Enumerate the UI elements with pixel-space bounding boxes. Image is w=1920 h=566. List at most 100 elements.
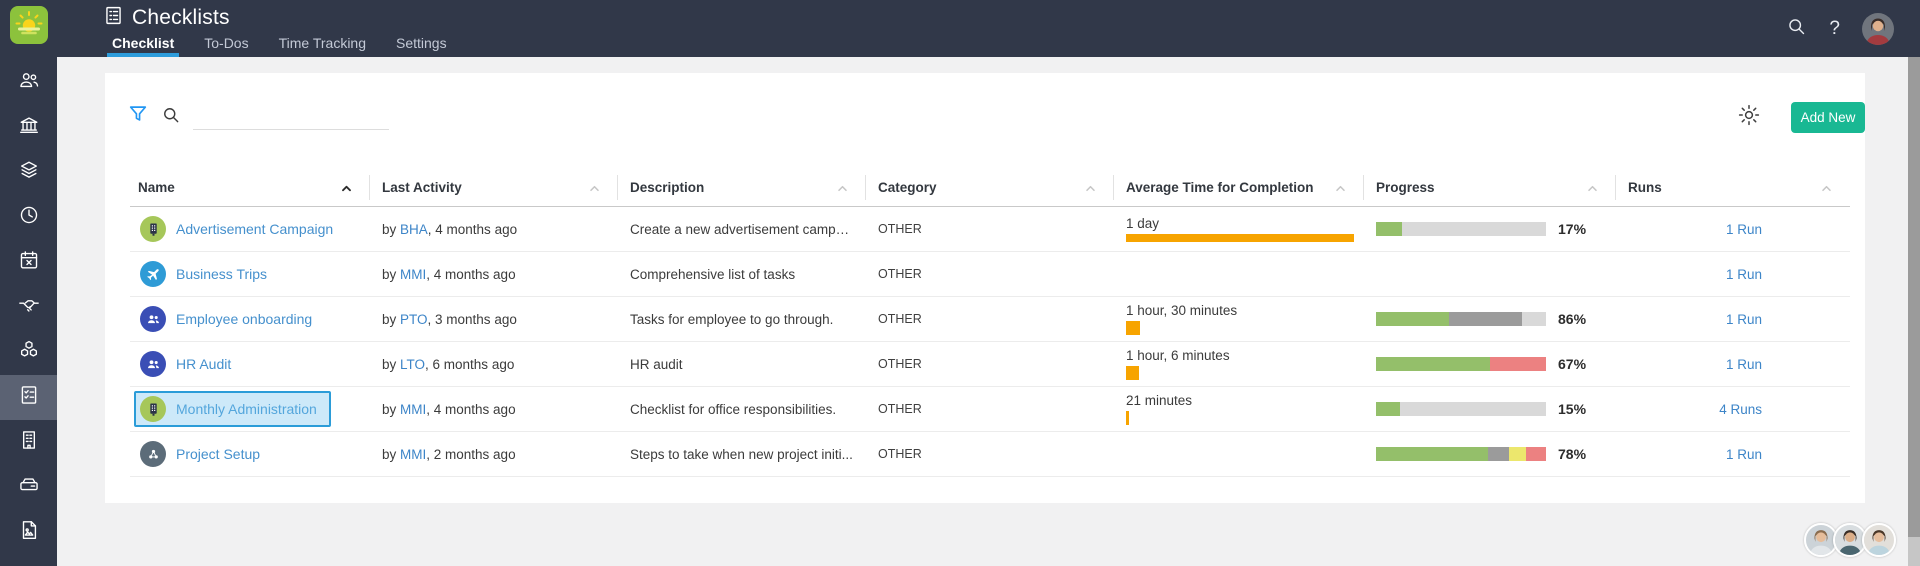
activity-user-link[interactable]: PTO [400, 311, 428, 327]
add-new-button[interactable]: Add New [1791, 102, 1865, 133]
avg-time-cell: 1 hour, 6 minutes [1126, 348, 1354, 380]
avg-time-cell: 1 hour, 30 minutes [1126, 303, 1354, 335]
sidebar-item-cubes[interactable] [0, 330, 57, 375]
activity-suffix: , 3 months ago [427, 311, 517, 327]
filter-bar [127, 103, 389, 130]
sort-chevron-icon [1335, 180, 1346, 195]
activity-suffix: , 4 months ago [426, 401, 516, 417]
sidebar-item-layers[interactable] [0, 150, 57, 195]
sidebar-item-handshake[interactable] [0, 285, 57, 330]
activity-suffix: , 4 months ago [427, 221, 518, 237]
progress-cell: 15% [1376, 401, 1606, 417]
activity-user-link[interactable]: MMI [400, 266, 427, 282]
column-header-average-time-for-completion[interactable]: Average Time for Completion [1114, 168, 1364, 206]
progress-segment [1449, 312, 1523, 326]
help-icon[interactable]: ? [1829, 18, 1840, 39]
sort-chevron-icon [1587, 180, 1598, 195]
settings-gear-button[interactable] [1737, 103, 1761, 127]
last-activity-cell: by MMI, 2 months ago [370, 447, 618, 462]
user-avatar[interactable] [1862, 12, 1894, 45]
scrollbar-thumb[interactable] [1908, 45, 1920, 537]
description-cell: Comprehensive list of tasks [630, 266, 796, 282]
sidebar-item-calendar[interactable] [0, 240, 57, 285]
runs-link[interactable]: 1 Run [1725, 356, 1762, 372]
runs-link[interactable]: 4 Runs [1719, 401, 1762, 417]
tab-checklist[interactable]: Checklist [106, 29, 180, 57]
column-header-last-activity[interactable]: Last Activity [370, 168, 618, 206]
table-row-monthly-administration[interactable]: Monthly Administration by MMI, 4 months a… [130, 387, 1850, 432]
checklists-icon [18, 384, 40, 411]
description-cell: Create a new advertisement campai... [630, 221, 858, 237]
sidebar-item-clock[interactable] [0, 195, 57, 240]
checklist-name-cell[interactable]: Advertisement Campaign [134, 211, 347, 247]
presence-avatar-3[interactable] [1862, 523, 1896, 557]
checklist-name-link[interactable]: HR Audit [176, 356, 232, 372]
bank-icon [18, 114, 40, 141]
tab-to-dos[interactable]: To-Dos [204, 35, 249, 51]
table-search-icon[interactable] [161, 105, 181, 130]
tab-settings[interactable]: Settings [396, 35, 447, 51]
checklist-name-cell[interactable]: Business Trips [134, 256, 281, 292]
sidebar-item-checklists[interactable] [0, 375, 57, 420]
activity-prefix: by [382, 446, 401, 462]
table-row-project-setup[interactable]: Project Setup by MMI, 2 months ago Steps t… [130, 432, 1850, 477]
checklist-name-cell[interactable]: Project Setup [134, 436, 274, 472]
avg-time-cell: 1 day [1126, 216, 1354, 242]
top-actions: ? [1786, 0, 1894, 57]
filter-icon[interactable] [127, 103, 149, 130]
description-cell: HR audit [630, 356, 683, 372]
progress-cell: 86% [1376, 311, 1606, 327]
column-header-category[interactable]: Category [866, 168, 1114, 206]
progress-bar [1376, 312, 1546, 326]
table-row-advertisement-campaign[interactable]: Advertisement Campaign by BHA, 4 months a… [130, 207, 1850, 252]
runs-link[interactable]: 1 Run [1725, 266, 1762, 282]
handshake-icon [18, 294, 40, 321]
checklist-name-link[interactable]: Project Setup [176, 446, 261, 462]
progress-label: 86% [1558, 311, 1587, 327]
sidebar-item-building[interactable] [0, 420, 57, 465]
activity-user-link[interactable]: MMI [400, 446, 427, 462]
runs-link[interactable]: 1 Run [1725, 311, 1762, 327]
runs-link[interactable]: 1 Run [1725, 446, 1762, 462]
runs-link[interactable]: 1 Run [1725, 221, 1762, 237]
checklist-name-link[interactable]: Advertisement Campaign [176, 221, 334, 237]
activity-suffix: , 2 months ago [426, 446, 516, 462]
avg-time-label: 21 minutes [1126, 393, 1193, 408]
checklist-name-cell-selected[interactable]: Monthly Administration [134, 391, 331, 427]
sidebar-item-drive[interactable] [0, 465, 57, 510]
table-row-employee-onboarding[interactable]: Employee onboarding by PTO, 3 months ago T… [130, 297, 1850, 342]
checklist-name-link[interactable]: Employee onboarding [176, 311, 313, 327]
clock-icon [18, 204, 40, 231]
activity-user-link[interactable]: LTO [400, 356, 426, 372]
sidebar-item-documents[interactable] [0, 510, 57, 555]
category-cell: OTHER [878, 312, 922, 326]
app-logo[interactable] [10, 6, 48, 44]
column-header-description[interactable]: Description [618, 168, 866, 206]
users-icon [18, 69, 40, 96]
description-cell: Tasks for employee to go through. [630, 311, 834, 327]
tab-time-tracking[interactable]: Time Tracking [278, 35, 366, 51]
sidebar-item-bank[interactable] [0, 105, 57, 150]
search-input[interactable] [193, 103, 389, 130]
building-icon [18, 429, 40, 456]
column-header-name[interactable]: Name [130, 168, 370, 206]
table-row-business-trips[interactable]: Business Trips by MMI, 4 months ago Compre… [130, 252, 1850, 297]
checklist-name-cell[interactable]: Employee onboarding [134, 301, 326, 337]
checklist-name-cell[interactable]: HR Audit [134, 346, 245, 382]
avg-time-label: 1 hour, 6 minutes [1126, 348, 1230, 363]
column-header-runs[interactable]: Runs [1616, 168, 1850, 206]
progress-bar [1376, 357, 1546, 371]
checklist-name-link[interactable]: Monthly Administration [176, 401, 317, 417]
calendar-icon [18, 249, 40, 276]
search-icon[interactable] [1786, 16, 1807, 42]
progress-segment [1399, 402, 1546, 416]
billboard-icon [140, 396, 166, 422]
table-row-hr-audit[interactable]: HR Audit by LTO, 6 months ago HR audit OTHE… [130, 342, 1850, 387]
sidebar-item-users[interactable] [0, 60, 57, 105]
activity-user-link[interactable]: MMI [400, 401, 427, 417]
progress-cell: 78% [1376, 446, 1606, 462]
activity-user-link[interactable]: BHA [400, 221, 428, 237]
checklist-name-link[interactable]: Business Trips [176, 266, 268, 282]
column-header-progress[interactable]: Progress [1364, 168, 1616, 206]
scrollbar-track[interactable] [1908, 45, 1920, 566]
